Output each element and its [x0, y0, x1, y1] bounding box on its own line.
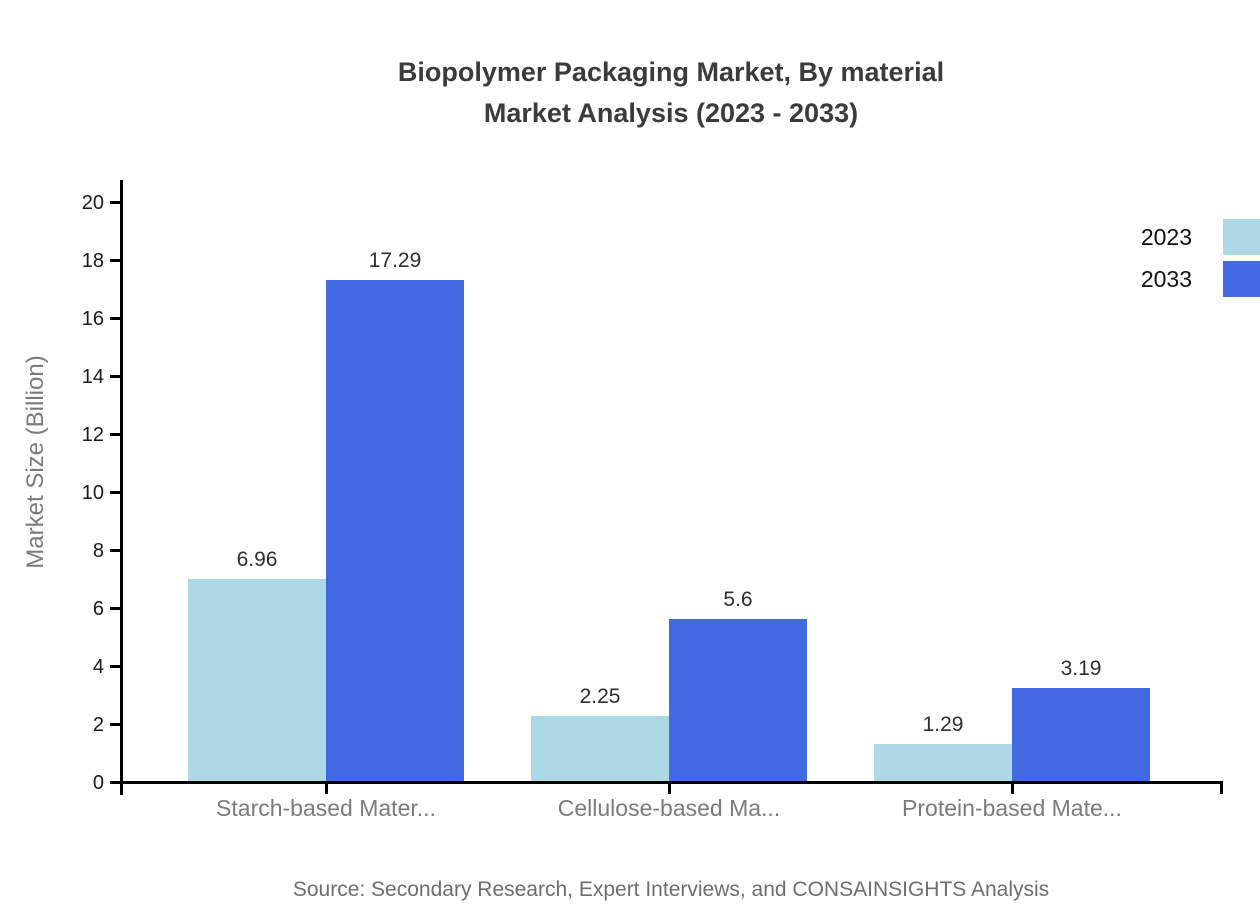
y-tick-label: 20: [81, 191, 104, 214]
y-tick: [110, 259, 120, 262]
bar-value-label-2033-0: 17.29: [368, 248, 422, 272]
y-tick: [110, 781, 120, 784]
bar-2033-1: [669, 618, 807, 781]
legend-swatch-2023: [1223, 219, 1260, 255]
y-tick: [110, 433, 120, 436]
x-axis-line: [110, 781, 1223, 784]
y-tick: [110, 375, 120, 378]
y-tick-label: 16: [81, 307, 104, 330]
bar-value-label-2033-1: 5.6: [723, 587, 753, 611]
y-tick: [110, 491, 120, 494]
x-tick-label-2: Protein-based Mate...: [902, 795, 1122, 821]
bar-value-label-2033-2: 3.19: [1060, 657, 1102, 681]
y-tick-label: 4: [92, 655, 104, 678]
bar-2023-0: [188, 579, 326, 781]
y-tick-label: 8: [92, 539, 104, 562]
y-tick-label: 10: [81, 481, 104, 504]
y-tick: [110, 665, 120, 668]
legend: 2023 2033: [1141, 219, 1260, 297]
y-axis-line: [120, 180, 123, 795]
legend-label-2033: 2033: [1140, 265, 1192, 292]
y-tick: [110, 549, 120, 552]
y-tick-label: 14: [81, 365, 104, 388]
y-tick: [110, 723, 120, 726]
bar-2033-0: [326, 279, 464, 781]
chart-title-line-2: Market Analysis (2023 - 2033): [483, 98, 859, 128]
y-tick: [110, 607, 120, 610]
legend-swatch-2033: [1223, 261, 1260, 297]
x-tick: [1010, 781, 1014, 794]
bar-value-label-2023-2: 1.29: [922, 712, 964, 736]
x-axis-end-tick: [1219, 781, 1223, 794]
bar-value-label-2023-1: 2.25: [579, 684, 621, 708]
x-tick: [324, 781, 328, 794]
x-tick-label-0: Starch-based Mater...: [216, 795, 436, 821]
y-tick-label: 2: [92, 713, 104, 736]
chart-title-line-1: Biopolymer Packaging Market, By material: [397, 57, 945, 87]
y-tick-label: 0: [92, 771, 104, 794]
source-text: Source: Secondary Research, Expert Inter…: [292, 878, 1050, 901]
x-tick-label-1: Cellulose-based Ma...: [557, 795, 781, 821]
bar-value-label-2023-0: 6.96: [236, 548, 278, 572]
chart-title: Biopolymer Packaging Market, By material…: [121, 52, 1221, 134]
y-tick: [110, 201, 120, 204]
legend-item-2023: 2023: [1141, 219, 1260, 255]
x-tick: [667, 781, 671, 794]
bar-2033-2: [1012, 688, 1150, 781]
legend-label-2023: 2023: [1140, 223, 1192, 250]
legend-item-2033: 2033: [1141, 261, 1260, 297]
y-tick: [110, 317, 120, 320]
y-tick-label: 12: [81, 423, 104, 446]
bar-2023-2: [874, 743, 1012, 781]
y-tick-label: 18: [81, 249, 104, 272]
bar-2023-1: [531, 715, 669, 781]
y-tick-label: 6: [92, 597, 104, 620]
